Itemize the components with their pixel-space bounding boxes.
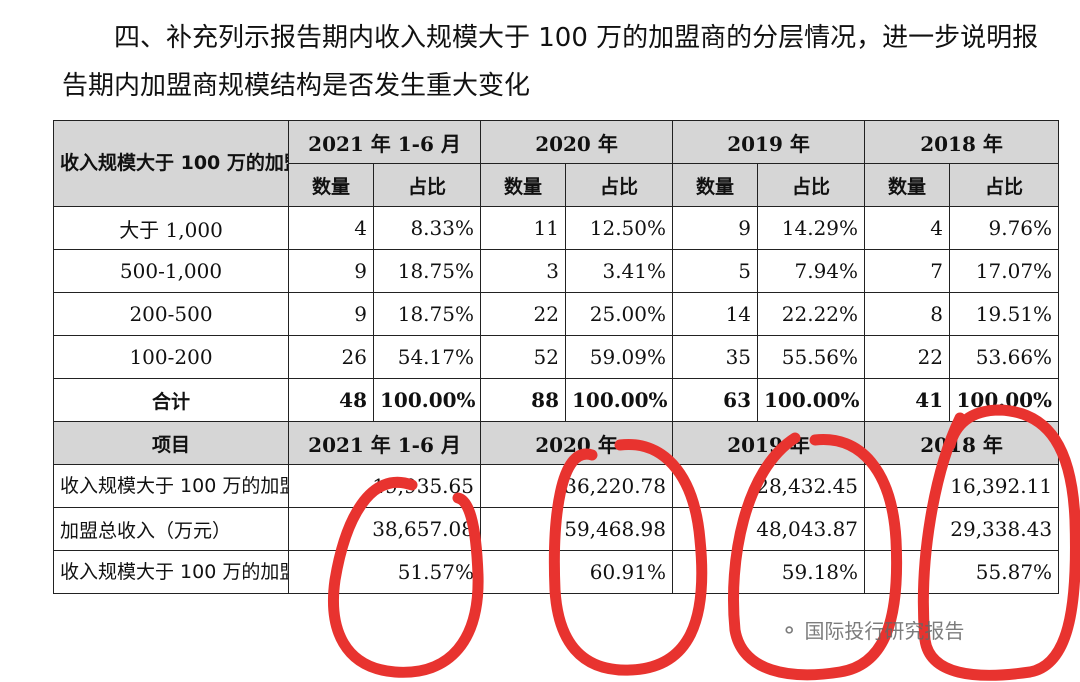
table-cell: 9.76% [949,206,1060,250]
count-header: 数量 [480,163,566,207]
row-label: 收入规模大于 100 万的加盟商收入合计（万元） [53,464,289,508]
table-cell: 8 [864,292,951,336]
table-cell: 7 [864,249,951,293]
share-header: 占比 [373,163,481,207]
table-cell: 9 [288,249,374,293]
table-cell: 100.00% [949,378,1060,422]
wechat-icon: ⚬ [780,619,799,644]
count-header: 数量 [288,163,374,207]
table-row: 200-500 9 18.75% 22 25.00% 14 22.22% 8 1… [53,292,1060,336]
table-cell: 11 [480,206,566,250]
table-cell: 100.00% [564,378,674,422]
table-cell: 38,657.08 [288,507,481,551]
row-label: 500-1,000 [53,249,289,293]
table-cell: 59.18% [672,550,866,594]
table1-corner-label: 收入规模大于 100 万的加盟商收入（万元） [53,120,289,207]
table-cell: 18.75% [373,292,481,336]
table-row: 500-1,000 9 18.75% 3 3.41% 5 7.94% 7 17.… [53,249,1060,293]
share-header: 占比 [949,163,1060,207]
table-cell: 41 [864,378,951,422]
table-row: 100-200 26 54.17% 52 59.09% 35 55.56% 22… [53,335,1060,379]
heading-line-2: 告期内加盟商规模结构是否发生重大变化 [62,71,531,101]
table-cell: 55.56% [757,335,866,379]
table-cell: 9 [288,292,374,336]
table-cell: 18.75% [373,249,481,293]
table-cell: 88 [480,378,566,422]
watermark: ⚬ 国际投行研究报告 [780,615,964,644]
table-cell: 19,935.65 [288,464,481,508]
table-cell: 54.17% [373,335,481,379]
table-cell: 100.00% [757,378,866,422]
table-cell: 100.00% [373,378,481,422]
table-cell: 35 [672,335,759,379]
table-cell: 48 [288,378,374,422]
table-cell: 63 [672,378,759,422]
table-cell: 12.50% [564,206,674,250]
table2-period-header: 2018 年 [864,421,1060,465]
table-cell: 4 [864,206,951,250]
total-row: 合计 48 100.00% 88 100.00% 63 100.00% 41 1… [53,378,1060,422]
table-row: 大于 1,000 4 8.33% 11 12.50% 9 14.29% 4 9.… [53,206,1060,250]
table-cell: 59,468.98 [479,507,674,551]
franchisee-table: 收入规模大于 100 万的加盟商收入（万元） 2021 年 1-6 月 2020… [53,120,1060,594]
table-row: 收入规模大于 100 万的加盟商收入合计（万元） 19,935.65 36,22… [53,464,1060,508]
table-cell: 28,432.45 [672,464,866,508]
table-cell: 22 [480,292,566,336]
table-row: 收入规模大于 100 万的加盟商收入占比 51.57% 60.91% 59.18… [53,550,1060,594]
table1-period-header: 2021 年 1-6 月 [288,120,481,164]
table-cell: 51.57% [288,550,481,594]
table-cell: 4 [288,206,374,250]
table-cell: 26 [288,335,374,379]
table-cell: 60.91% [479,550,674,594]
table-cell: 19.51% [949,292,1060,336]
row-label: 加盟总收入（万元） [53,507,289,551]
table-cell: 52 [480,335,566,379]
table-row: 加盟总收入（万元） 38,657.08 59,468.98 48,043.87 … [53,507,1060,551]
table-cell: 59.09% [564,335,674,379]
watermark-text: 国际投行研究报告 [804,619,965,643]
table2-period-header: 2019 年 [672,421,866,465]
row-label: 100-200 [53,335,289,379]
table-cell: 14.29% [757,206,866,250]
table-cell: 29,338.43 [864,507,1060,551]
table1-period-header: 2018 年 [864,120,1060,164]
table-cell: 8.33% [373,206,481,250]
table-cell: 22 [864,335,951,379]
table-cell: 36,220.78 [479,464,674,508]
share-header: 占比 [564,163,674,207]
table-cell: 3.41% [564,249,674,293]
heading-line-1: 四、补充列示报告期内收入规模大于 100 万的加盟商的分层情况，进一步说明报 [114,23,1039,53]
table-cell: 9 [672,206,759,250]
row-label: 合计 [53,378,289,422]
count-header: 数量 [672,163,759,207]
table-cell: 25.00% [564,292,674,336]
count-header: 数量 [864,163,951,207]
table1-subheader-row: 数量 占比 数量 占比 数量 占比 数量 占比 [54,163,1060,207]
table1-header-row: 收入规模大于 100 万的加盟商收入（万元） 2021 年 1-6 月 2020… [53,120,1060,207]
table2-period-header: 2021 年 1-6 月 [288,421,481,465]
row-label: 200-500 [53,292,289,336]
table-cell: 16,392.11 [864,464,1060,508]
row-label: 大于 1,000 [53,206,289,250]
row-label: 收入规模大于 100 万的加盟商收入占比 [53,550,289,594]
table-cell: 7.94% [757,249,866,293]
table-cell: 14 [672,292,759,336]
table-cell: 3 [480,249,566,293]
table1-period-header: 2020 年 [479,120,674,164]
table-cell: 22.22% [757,292,866,336]
table2-header-row: 项目 2021 年 1-6 月 2020 年 2019 年 2018 年 [53,421,1060,465]
table1-period-header: 2019 年 [672,120,866,164]
share-header: 占比 [757,163,866,207]
item-header: 项目 [53,421,289,465]
table2-period-header: 2020 年 [479,421,674,465]
section-heading: 四、补充列示报告期内收入规模大于 100 万的加盟商的分层情况，进一步说明报 告… [62,14,1062,110]
table-cell: 53.66% [949,335,1060,379]
table-cell: 5 [672,249,759,293]
table-cell: 48,043.87 [672,507,866,551]
table-cell: 55.87% [864,550,1060,594]
table-cell: 17.07% [949,249,1060,293]
